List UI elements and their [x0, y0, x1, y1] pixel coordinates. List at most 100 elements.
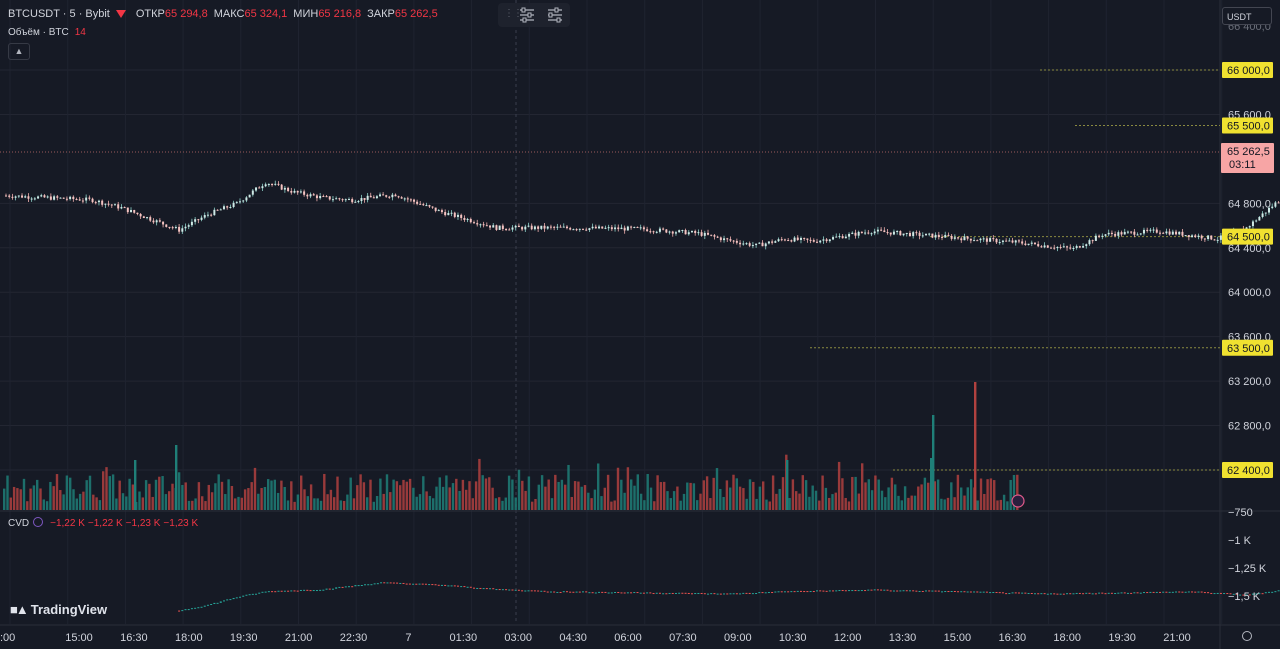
volume-bar — [316, 498, 319, 510]
volume-bar — [55, 474, 59, 510]
price-candle — [229, 206, 232, 208]
cvd-candle — [277, 590, 280, 592]
volume-bar — [814, 490, 818, 510]
cvd-candle — [1072, 593, 1075, 595]
volume-bar — [164, 494, 168, 510]
cvd-candle — [1203, 592, 1206, 594]
cvd-candle — [1239, 594, 1242, 596]
price-candle — [1110, 232, 1113, 234]
time-tick-label: 15:00 — [65, 632, 93, 644]
price-candle — [521, 227, 524, 230]
volume-bar — [663, 481, 666, 510]
tradingview-logo[interactable]: ■▲ TradingView — [10, 602, 107, 617]
price-candle — [1082, 246, 1085, 248]
price-candle — [453, 212, 456, 217]
volume-bar — [903, 486, 907, 510]
cvd-candle — [585, 591, 588, 593]
price-candle — [335, 198, 338, 200]
cvd-candle — [290, 590, 293, 592]
indicator-settings-icon[interactable] — [518, 7, 536, 23]
price-candle — [1101, 235, 1104, 237]
cvd-candle — [578, 591, 581, 593]
price-candle — [735, 240, 738, 243]
cvd-candle — [380, 582, 383, 584]
price-candle — [1210, 235, 1213, 240]
price-candle — [998, 242, 1001, 244]
price-candle — [1021, 241, 1024, 244]
price-candle — [1011, 240, 1014, 243]
object-tree-icon[interactable] — [546, 7, 564, 23]
price-candle — [562, 226, 565, 228]
cvd-settings-icon[interactable] — [33, 517, 44, 527]
price-candle — [331, 199, 334, 201]
cvd-candle — [1162, 591, 1165, 593]
volume-bar — [877, 479, 880, 510]
price-candle — [382, 194, 385, 196]
price-candle — [572, 229, 575, 231]
time-tick-label: 12:00 — [834, 632, 862, 644]
volume-bar — [484, 478, 488, 510]
currency-select[interactable]: USDT — [1222, 7, 1272, 25]
volume-bar — [29, 488, 32, 510]
price-candle — [1094, 235, 1097, 241]
volume-bar — [405, 481, 408, 510]
price-candle — [476, 223, 479, 225]
volume-bar — [339, 500, 342, 510]
symbol-title[interactable]: BTCUSDT · 5 · Bybit — [8, 8, 110, 20]
price-candle — [655, 231, 658, 233]
volume-legend[interactable]: Объём · BTC 14 — [8, 27, 86, 38]
cvd-candle — [774, 591, 777, 593]
cvd-candle — [614, 592, 617, 594]
price-candle — [524, 226, 527, 230]
price-tick-label: 64 000,0 — [1228, 287, 1271, 299]
drag-handle-icon[interactable]: ⋮⋮ — [504, 8, 523, 19]
cvd-candle — [652, 593, 655, 595]
cvd-candle — [806, 591, 809, 593]
cvd-candle — [347, 586, 350, 588]
volume-bar — [781, 477, 785, 510]
cvd-candle — [848, 590, 851, 592]
volume-bar — [296, 494, 300, 510]
collapse-legend-button[interactable]: ▲ — [8, 43, 30, 60]
volume-bar — [1002, 494, 1006, 510]
volume-bar — [428, 495, 432, 510]
price-candle — [419, 203, 422, 205]
volume-bar — [161, 476, 164, 510]
price-candle — [1248, 226, 1251, 228]
price-candle — [511, 227, 514, 230]
cvd-candle — [668, 592, 671, 594]
volume-bar — [478, 458, 481, 510]
cvd-candle — [1149, 591, 1152, 593]
volume-bar — [771, 475, 775, 510]
cvd-candle — [402, 582, 405, 584]
cvd-candle — [360, 585, 363, 587]
cvd-candle — [1053, 593, 1056, 595]
price-candle — [636, 226, 639, 228]
volume-bar — [168, 491, 171, 510]
volume-bar — [214, 483, 217, 510]
price-candle — [194, 219, 197, 222]
cvd-candle — [969, 591, 972, 593]
volume-bar — [745, 498, 748, 510]
price-candle — [397, 196, 400, 198]
cvd-candle — [219, 601, 222, 603]
volume-bar — [702, 480, 705, 510]
cvd-candle — [610, 592, 613, 594]
cvd-candle — [521, 590, 524, 592]
price-candle — [360, 198, 363, 202]
price-candle — [668, 231, 671, 233]
cvd-candles — [178, 582, 1280, 612]
volume-bar — [108, 476, 111, 510]
time-axis-settings-icon[interactable] — [1242, 631, 1252, 641]
price-candle — [1059, 246, 1062, 248]
price-candle — [960, 238, 963, 241]
volume-bar — [247, 488, 250, 510]
price-candle — [1203, 238, 1206, 240]
cvd-legend[interactable]: CVD −1,22 K −1,22 K −1,23 K −1,23 K — [8, 517, 198, 529]
volume-bar — [111, 474, 115, 510]
price-candle — [242, 200, 245, 202]
cvd-candle — [293, 590, 296, 592]
cvd-candle — [633, 592, 636, 594]
volume-bar — [590, 498, 593, 510]
